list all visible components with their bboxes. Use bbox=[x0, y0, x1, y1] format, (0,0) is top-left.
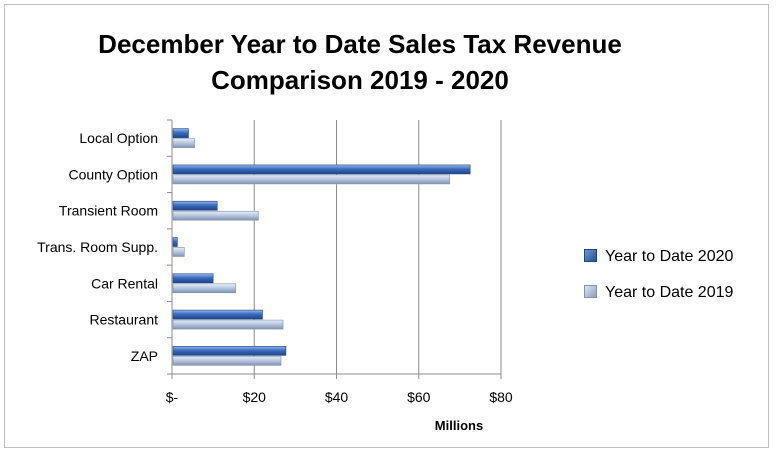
bar bbox=[172, 283, 237, 294]
bar bbox=[172, 346, 287, 356]
legend-label-2019: Year to Date 2019 bbox=[605, 284, 734, 301]
bar bbox=[172, 138, 195, 148]
legend-item-2020: Year to Date 2020 bbox=[584, 248, 733, 266]
chart-title-line-1: December Year to Date Sales Tax Revenue bbox=[98, 29, 622, 59]
legend-swatch-2020 bbox=[584, 249, 597, 262]
x-tick-label: $40 bbox=[325, 389, 349, 405]
bar bbox=[172, 210, 259, 221]
x-tick-label: $- bbox=[166, 389, 179, 405]
x-axis-title: Millions bbox=[435, 418, 483, 433]
legend-swatch-2019 bbox=[584, 285, 597, 298]
category-label: Transient Room bbox=[59, 203, 158, 219]
bar bbox=[172, 174, 450, 185]
category-label: Car Rental bbox=[91, 275, 158, 291]
category-label: Restaurant bbox=[90, 312, 159, 328]
bar bbox=[172, 319, 284, 330]
bar bbox=[172, 237, 178, 247]
bar bbox=[172, 247, 185, 257]
category-label: Local Option bbox=[79, 130, 158, 146]
bar bbox=[172, 164, 471, 175]
legend-label-2020: Year to Date 2020 bbox=[605, 248, 734, 265]
bar bbox=[172, 128, 189, 138]
category-label: ZAP bbox=[131, 348, 158, 364]
x-tick-label: $80 bbox=[489, 389, 513, 405]
bar bbox=[172, 356, 282, 366]
category-label: Trans. Room Supp. bbox=[37, 239, 158, 255]
bar bbox=[172, 309, 263, 320]
chart-title-line-2: Comparison 2019 - 2020 bbox=[211, 65, 509, 95]
bar bbox=[172, 273, 214, 284]
legend-item-2019: Year to Date 2019 bbox=[584, 284, 733, 302]
x-tick-label: $60 bbox=[407, 389, 431, 405]
chart-title: December Year to Date Sales Tax Revenue … bbox=[0, 26, 720, 98]
bar bbox=[172, 200, 218, 211]
category-label: County Option bbox=[69, 166, 159, 182]
x-tick-label: $20 bbox=[243, 389, 267, 405]
